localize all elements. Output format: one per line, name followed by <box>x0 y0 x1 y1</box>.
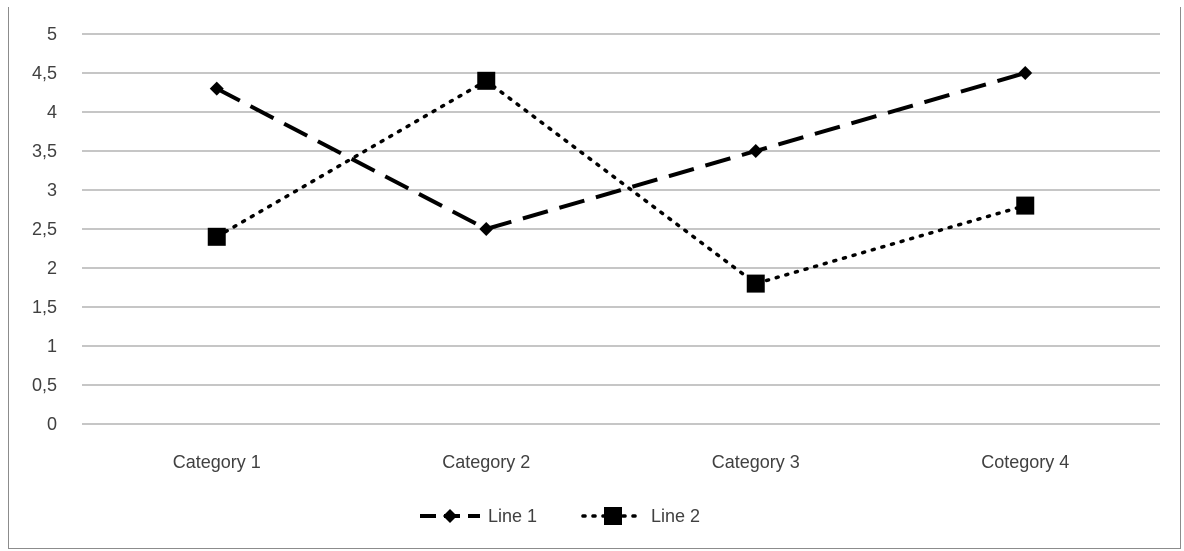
y-tick-label: 5 <box>47 24 57 44</box>
y-tick-label: 1 <box>47 336 57 356</box>
square-data-point <box>477 71 496 90</box>
series-layer <box>207 66 1035 293</box>
chart-frame <box>8 7 1181 549</box>
y-axis-ticks: 0 0,5 1 1,5 2 2,5 3 3,5 4 4,5 5 <box>32 24 57 434</box>
legend: Line 1 Line 2 <box>420 506 700 526</box>
x-tick-label: Cotegory 4 <box>981 452 1069 472</box>
y-tick-label: 2,5 <box>32 219 57 239</box>
x-tick-label: Category 3 <box>712 452 800 472</box>
series-line <box>215 71 1026 232</box>
diamond-data-point <box>479 222 494 236</box>
diamond-data-point <box>1018 66 1033 80</box>
series-line <box>215 78 1027 286</box>
y-tick-label: 0,5 <box>32 375 57 395</box>
square-data-point <box>746 274 765 293</box>
x-tick-label: Category 2 <box>442 452 530 472</box>
legend-item: Line 1 <box>420 506 537 526</box>
y-tick-label: 2 <box>47 258 57 278</box>
legend-item: Line 2 <box>581 506 700 526</box>
diamond-data-point <box>209 81 224 96</box>
square-data-point <box>1016 196 1035 215</box>
y-tick-label: 4,5 <box>32 63 57 83</box>
diamond-data-point <box>748 144 763 158</box>
x-tick-label: Category 1 <box>173 452 261 472</box>
y-tick-label: 3,5 <box>32 141 57 161</box>
y-tick-label: 1,5 <box>32 297 57 317</box>
legend-square-marker <box>604 507 622 525</box>
y-tick-label: 0 <box>47 414 57 434</box>
gridlines <box>82 33 1160 425</box>
legend-label: Line 2 <box>651 506 700 526</box>
series-2 <box>207 71 1035 293</box>
y-tick-label: 3 <box>47 180 57 200</box>
x-axis-ticks: Category 1 Category 2 Category 3 Cotegory 4 <box>173 452 1070 472</box>
square-data-point <box>207 227 226 246</box>
legend-label: Line 1 <box>488 506 537 526</box>
legend-diamond-marker <box>443 509 457 523</box>
series-1 <box>209 66 1033 236</box>
y-tick-label: 4 <box>47 102 57 122</box>
